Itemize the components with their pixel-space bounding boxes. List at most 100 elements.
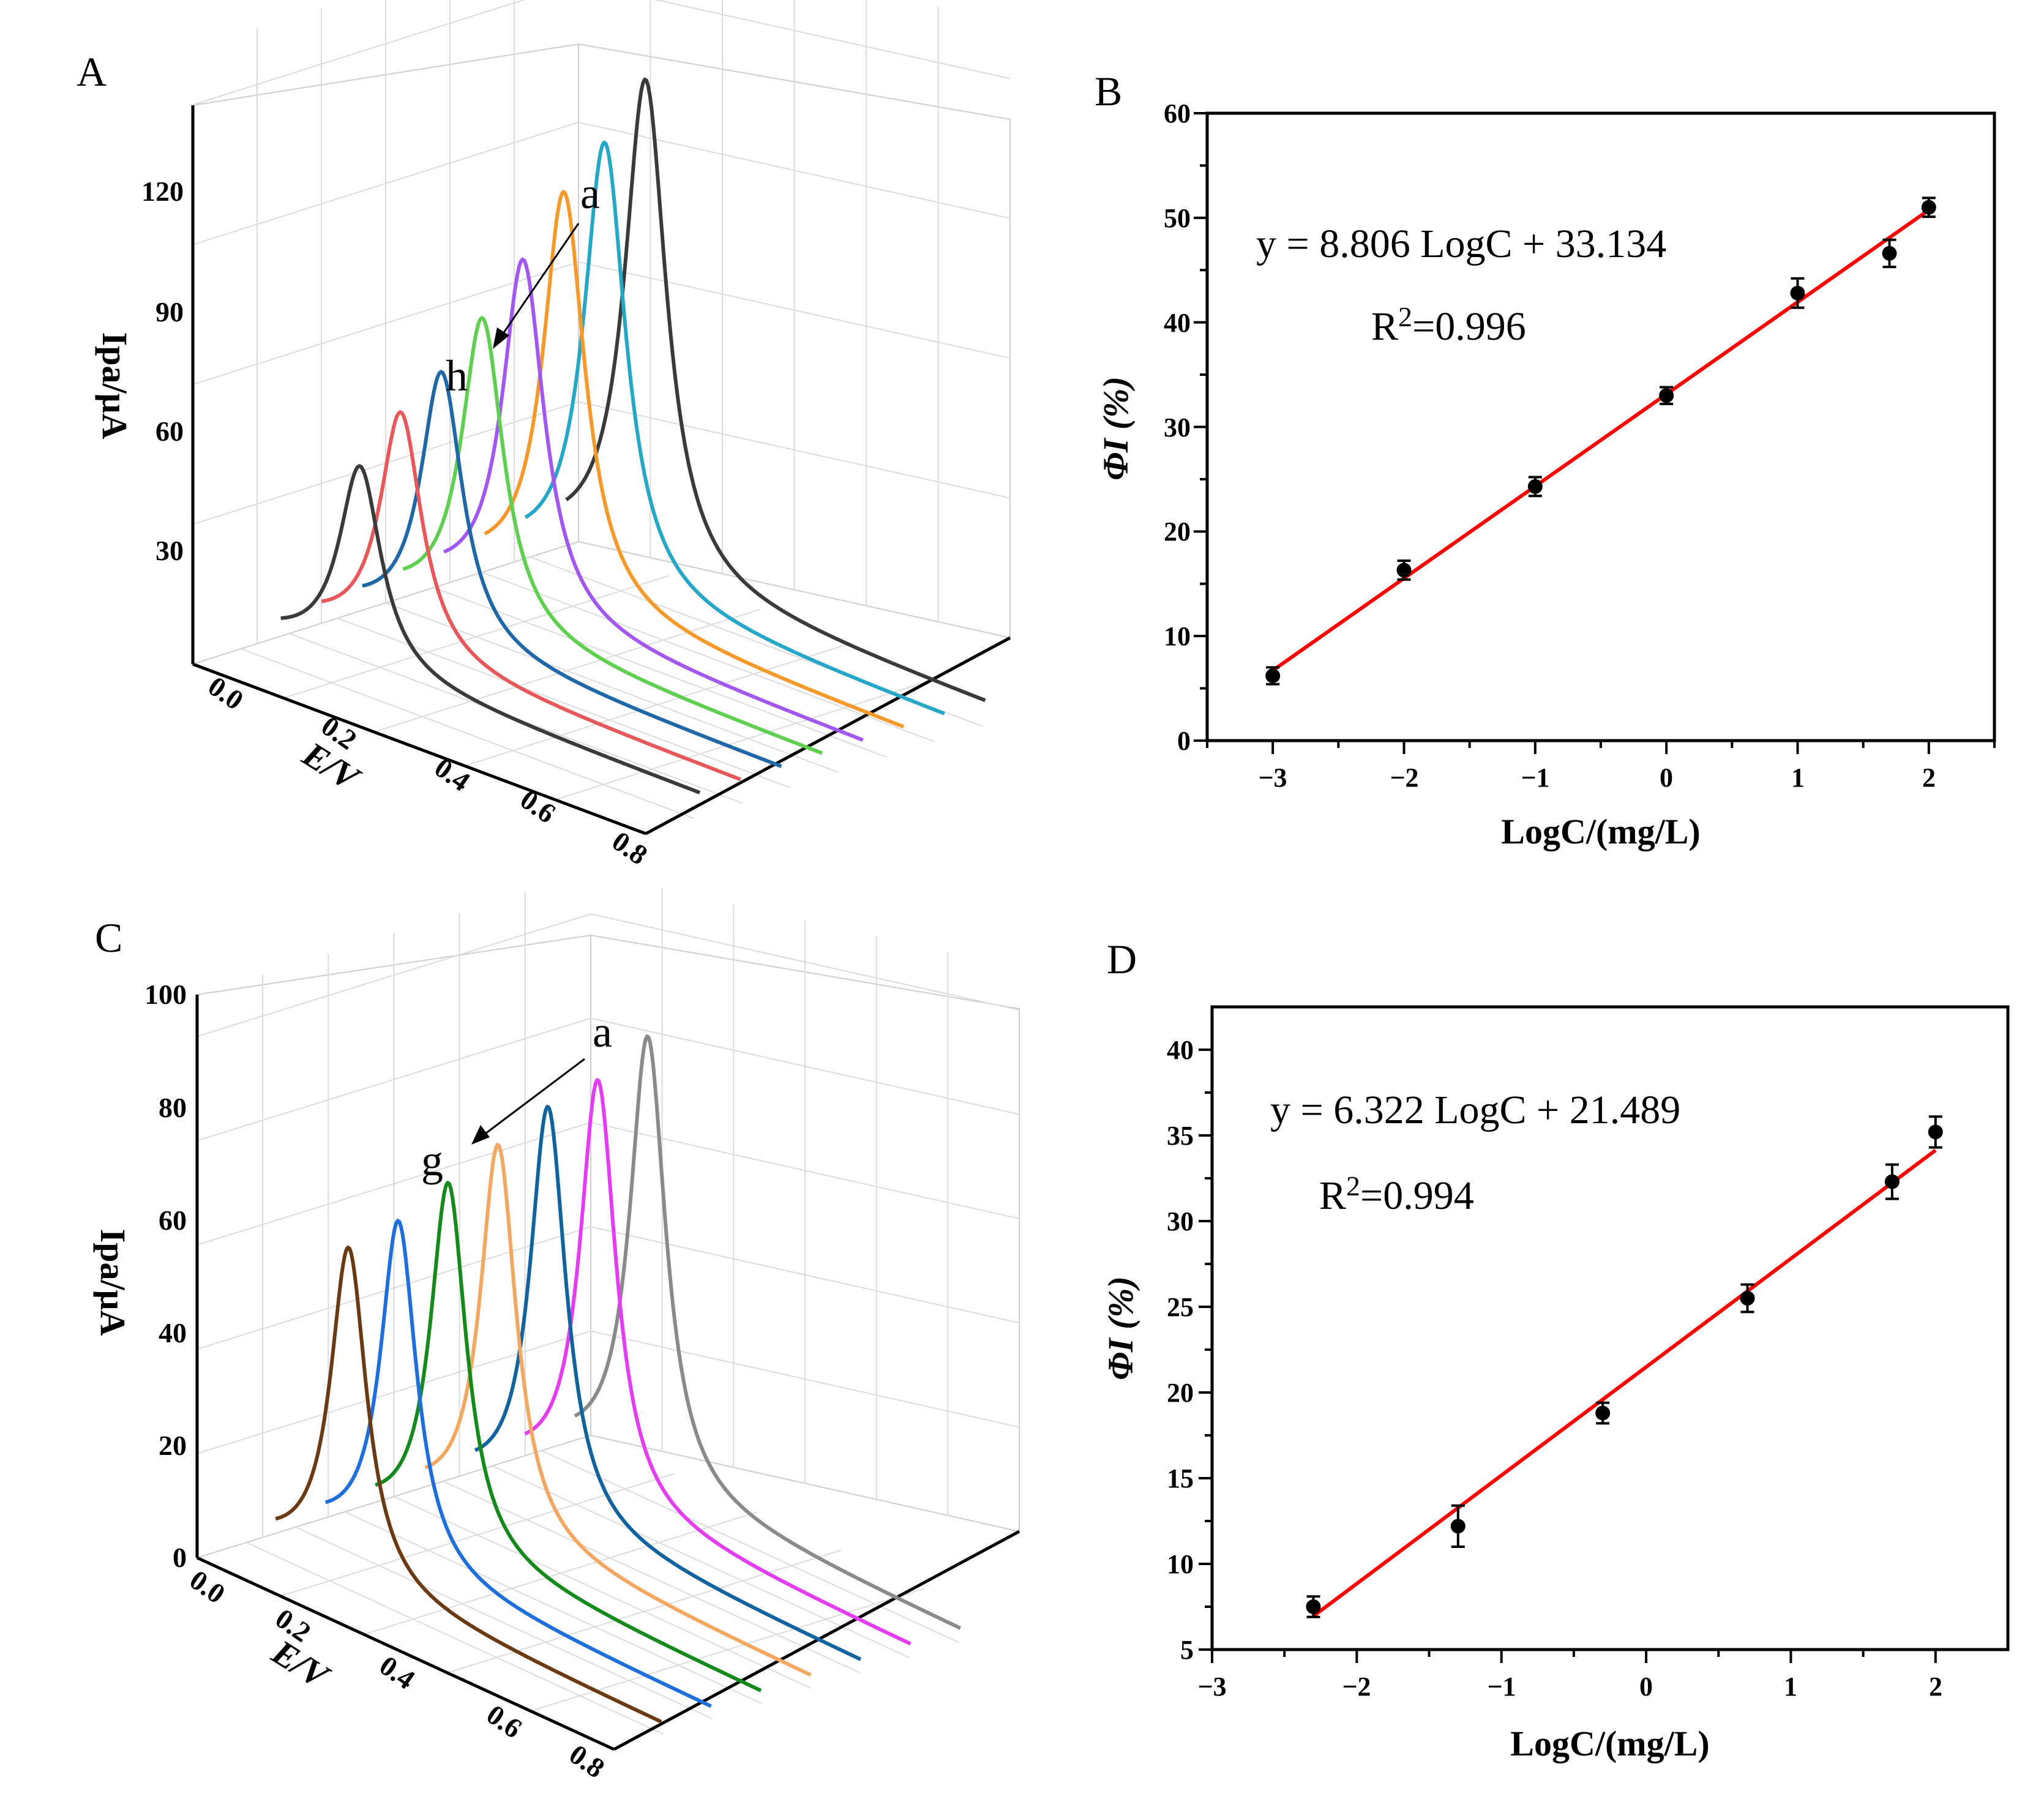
- panel-c-3d-frame: [195, 888, 1021, 1751]
- voltammogram-curve-e: [375, 1181, 762, 1692]
- panel-c-arrowhead: [471, 1125, 490, 1145]
- data-point: [1740, 1291, 1755, 1306]
- panel-a-depth-axis: [645, 636, 1011, 835]
- panel-d-x-tick: 2: [1929, 1672, 1942, 1702]
- panel-c-curves: [275, 1034, 962, 1724]
- floor-gridline: [555, 676, 942, 801]
- panel-b-x-tick: −2: [1390, 763, 1418, 793]
- panel-c-y-axis-label: Ipa/μA: [93, 1229, 133, 1336]
- panel-d-x-tick: −3: [1197, 1672, 1226, 1702]
- floor-gridline: [283, 575, 670, 699]
- floor-gridline: [447, 1549, 841, 1673]
- voltammogram-curve-c: [474, 1105, 862, 1661]
- panel-b-y-tick: 40: [1164, 308, 1191, 338]
- data-point: [1595, 1405, 1611, 1421]
- panel-b-x-tick: −3: [1258, 763, 1287, 793]
- panel-b-r-squared-prefix: R: [1371, 304, 1398, 349]
- panel-c-annotation-a: a: [593, 1007, 612, 1056]
- panel-b-plot-frame: [1205, 111, 1996, 742]
- panel-a-y-tick: 60: [155, 416, 184, 447]
- panel-letter-b: B: [1095, 68, 1122, 114]
- panel-a-gridlines: [192, 0, 1011, 819]
- panel-d-y-tick: 35: [1167, 1121, 1194, 1151]
- panel-b-plot-area: [1265, 196, 1936, 686]
- panel-d-x-tick: 1: [1784, 1672, 1797, 1702]
- panel-d-y-tick: 40: [1167, 1035, 1194, 1065]
- panel-c-gridlines: [197, 888, 1020, 1735]
- data-point: [1396, 563, 1412, 578]
- floor-gridline: [385, 602, 839, 773]
- panel-b-r-squared: R2=0.996: [1371, 301, 1526, 349]
- panel-c-annotation-g: g: [421, 1136, 443, 1185]
- data-point: [1306, 1599, 1321, 1614]
- data-point: [1659, 388, 1674, 403]
- panel-b-y-tick: 30: [1164, 413, 1191, 443]
- panel-b-y-ticks: 0 10 20 30 40 50 60: [1164, 99, 1191, 756]
- panel-a-x-axis: [192, 662, 646, 835]
- data-point: [1527, 479, 1543, 494]
- panel-letter-d: D: [1107, 936, 1137, 982]
- panel-c-y-tick: 20: [159, 1430, 187, 1461]
- panel-letter-a: A: [77, 48, 107, 95]
- data-point: [1882, 245, 1897, 261]
- floor-gridline: [394, 1496, 811, 1689]
- panel-b-r-squared-exponent: 2: [1398, 301, 1412, 332]
- panel-c-y-tick: 60: [159, 1205, 187, 1236]
- panel-d-y-tick: 30: [1167, 1206, 1194, 1236]
- voltammogram-curve-e: [402, 316, 823, 755]
- panel-a-y-tick: 90: [155, 296, 184, 327]
- panel-b-x-tick: 1: [1791, 763, 1805, 793]
- panel-a-y-axis-label: Ipa/μA: [95, 332, 135, 439]
- panel-letter-c: C: [95, 914, 122, 961]
- panel-b-x-axis-label: LogC/(mg/L): [1501, 812, 1700, 851]
- panel-b-x-tick: 0: [1660, 763, 1673, 793]
- floor-gridline: [443, 1481, 861, 1673]
- panel-d-x-axis-label: LogC/(mg/L): [1510, 1724, 1709, 1763]
- panel-d-y-tick: 5: [1180, 1635, 1194, 1665]
- panel-a-arrowhead: [493, 327, 509, 349]
- panel-a-y-tick: 30: [155, 535, 184, 566]
- voltammogram-curve-f: [324, 1219, 712, 1708]
- data-point: [1790, 285, 1805, 301]
- panel-b: B 0 10 20 30 40 50 60 −3 −2 −1 0 1 2 Log…: [1095, 68, 1996, 851]
- panel-a-annotation-h: h: [446, 351, 468, 400]
- panel-c-y-tick: 80: [159, 1092, 187, 1123]
- panel-a: A 30 60 90 120 0.0 0.2 0.4 0.6 0.8 E/V I…: [77, 0, 1012, 871]
- panel-d-r-squared-prefix: R: [1319, 1173, 1346, 1218]
- panel-d-y-tick: 15: [1167, 1463, 1194, 1493]
- panel-d: D 5 10 15 20 25 30 35 40 −3 −2 −1 0 1 2 …: [1101, 936, 2010, 1763]
- panel-c-arrow: [480, 1058, 585, 1138]
- voltammogram-curve-g: [275, 1246, 662, 1724]
- panel-d-r-squared: R2=0.994: [1319, 1170, 1474, 1218]
- voltammogram-curve-d: [443, 257, 864, 742]
- voltammogram-curve-a: [574, 1034, 962, 1630]
- panel-d-equation: y = 6.322 LogC + 21.489: [1270, 1088, 1680, 1132]
- voltammogram-curve-d: [424, 1143, 812, 1677]
- floor-gridline: [245, 1542, 664, 1735]
- voltammogram-curve-b: [524, 1078, 912, 1646]
- floor-gridline: [433, 587, 888, 758]
- panel-b-x-tick: −1: [1521, 763, 1549, 793]
- panel-c: C 0 20 40 60 80 100 0.0 0.2 0.4 0.6 0.8 …: [93, 888, 1021, 1784]
- floor-gridline: [241, 648, 695, 819]
- panel-d-x-ticks: −3 −2 −1 0 1 2: [1197, 1672, 1942, 1702]
- panel-a-annotation-a: a: [580, 169, 600, 218]
- panel-d-tick-marks: [1199, 1049, 1937, 1663]
- voltammogram-curve-f: [362, 370, 782, 768]
- voltammogram-curve-c: [484, 190, 905, 729]
- panel-d-y-ticks: 5 10 15 20 25 30 35 40: [1167, 1035, 1194, 1665]
- panel-a-y-ticks: 30 60 90 120: [141, 176, 184, 566]
- panel-b-y-tick: 50: [1164, 203, 1191, 233]
- panel-d-plot-area: [1306, 1115, 1943, 1618]
- panel-b-y-axis-label: ΦI (%): [1096, 376, 1136, 480]
- voltammogram-curve-a: [565, 77, 986, 703]
- panel-b-equation: y = 8.806 LogC + 33.134: [1256, 222, 1666, 266]
- voltammogram-curve-b: [524, 140, 945, 716]
- panel-d-r-squared-exponent: 2: [1346, 1170, 1360, 1202]
- panel-c-y-ticks: 0 20 40 60 80 100: [144, 979, 187, 1573]
- panel-b-r-squared-value: =0.996: [1412, 304, 1526, 349]
- panel-d-x-tick: 0: [1639, 1672, 1653, 1702]
- panel-b-tick-marks: [1194, 112, 1996, 754]
- panel-d-plot-frame: [1210, 1005, 2010, 1651]
